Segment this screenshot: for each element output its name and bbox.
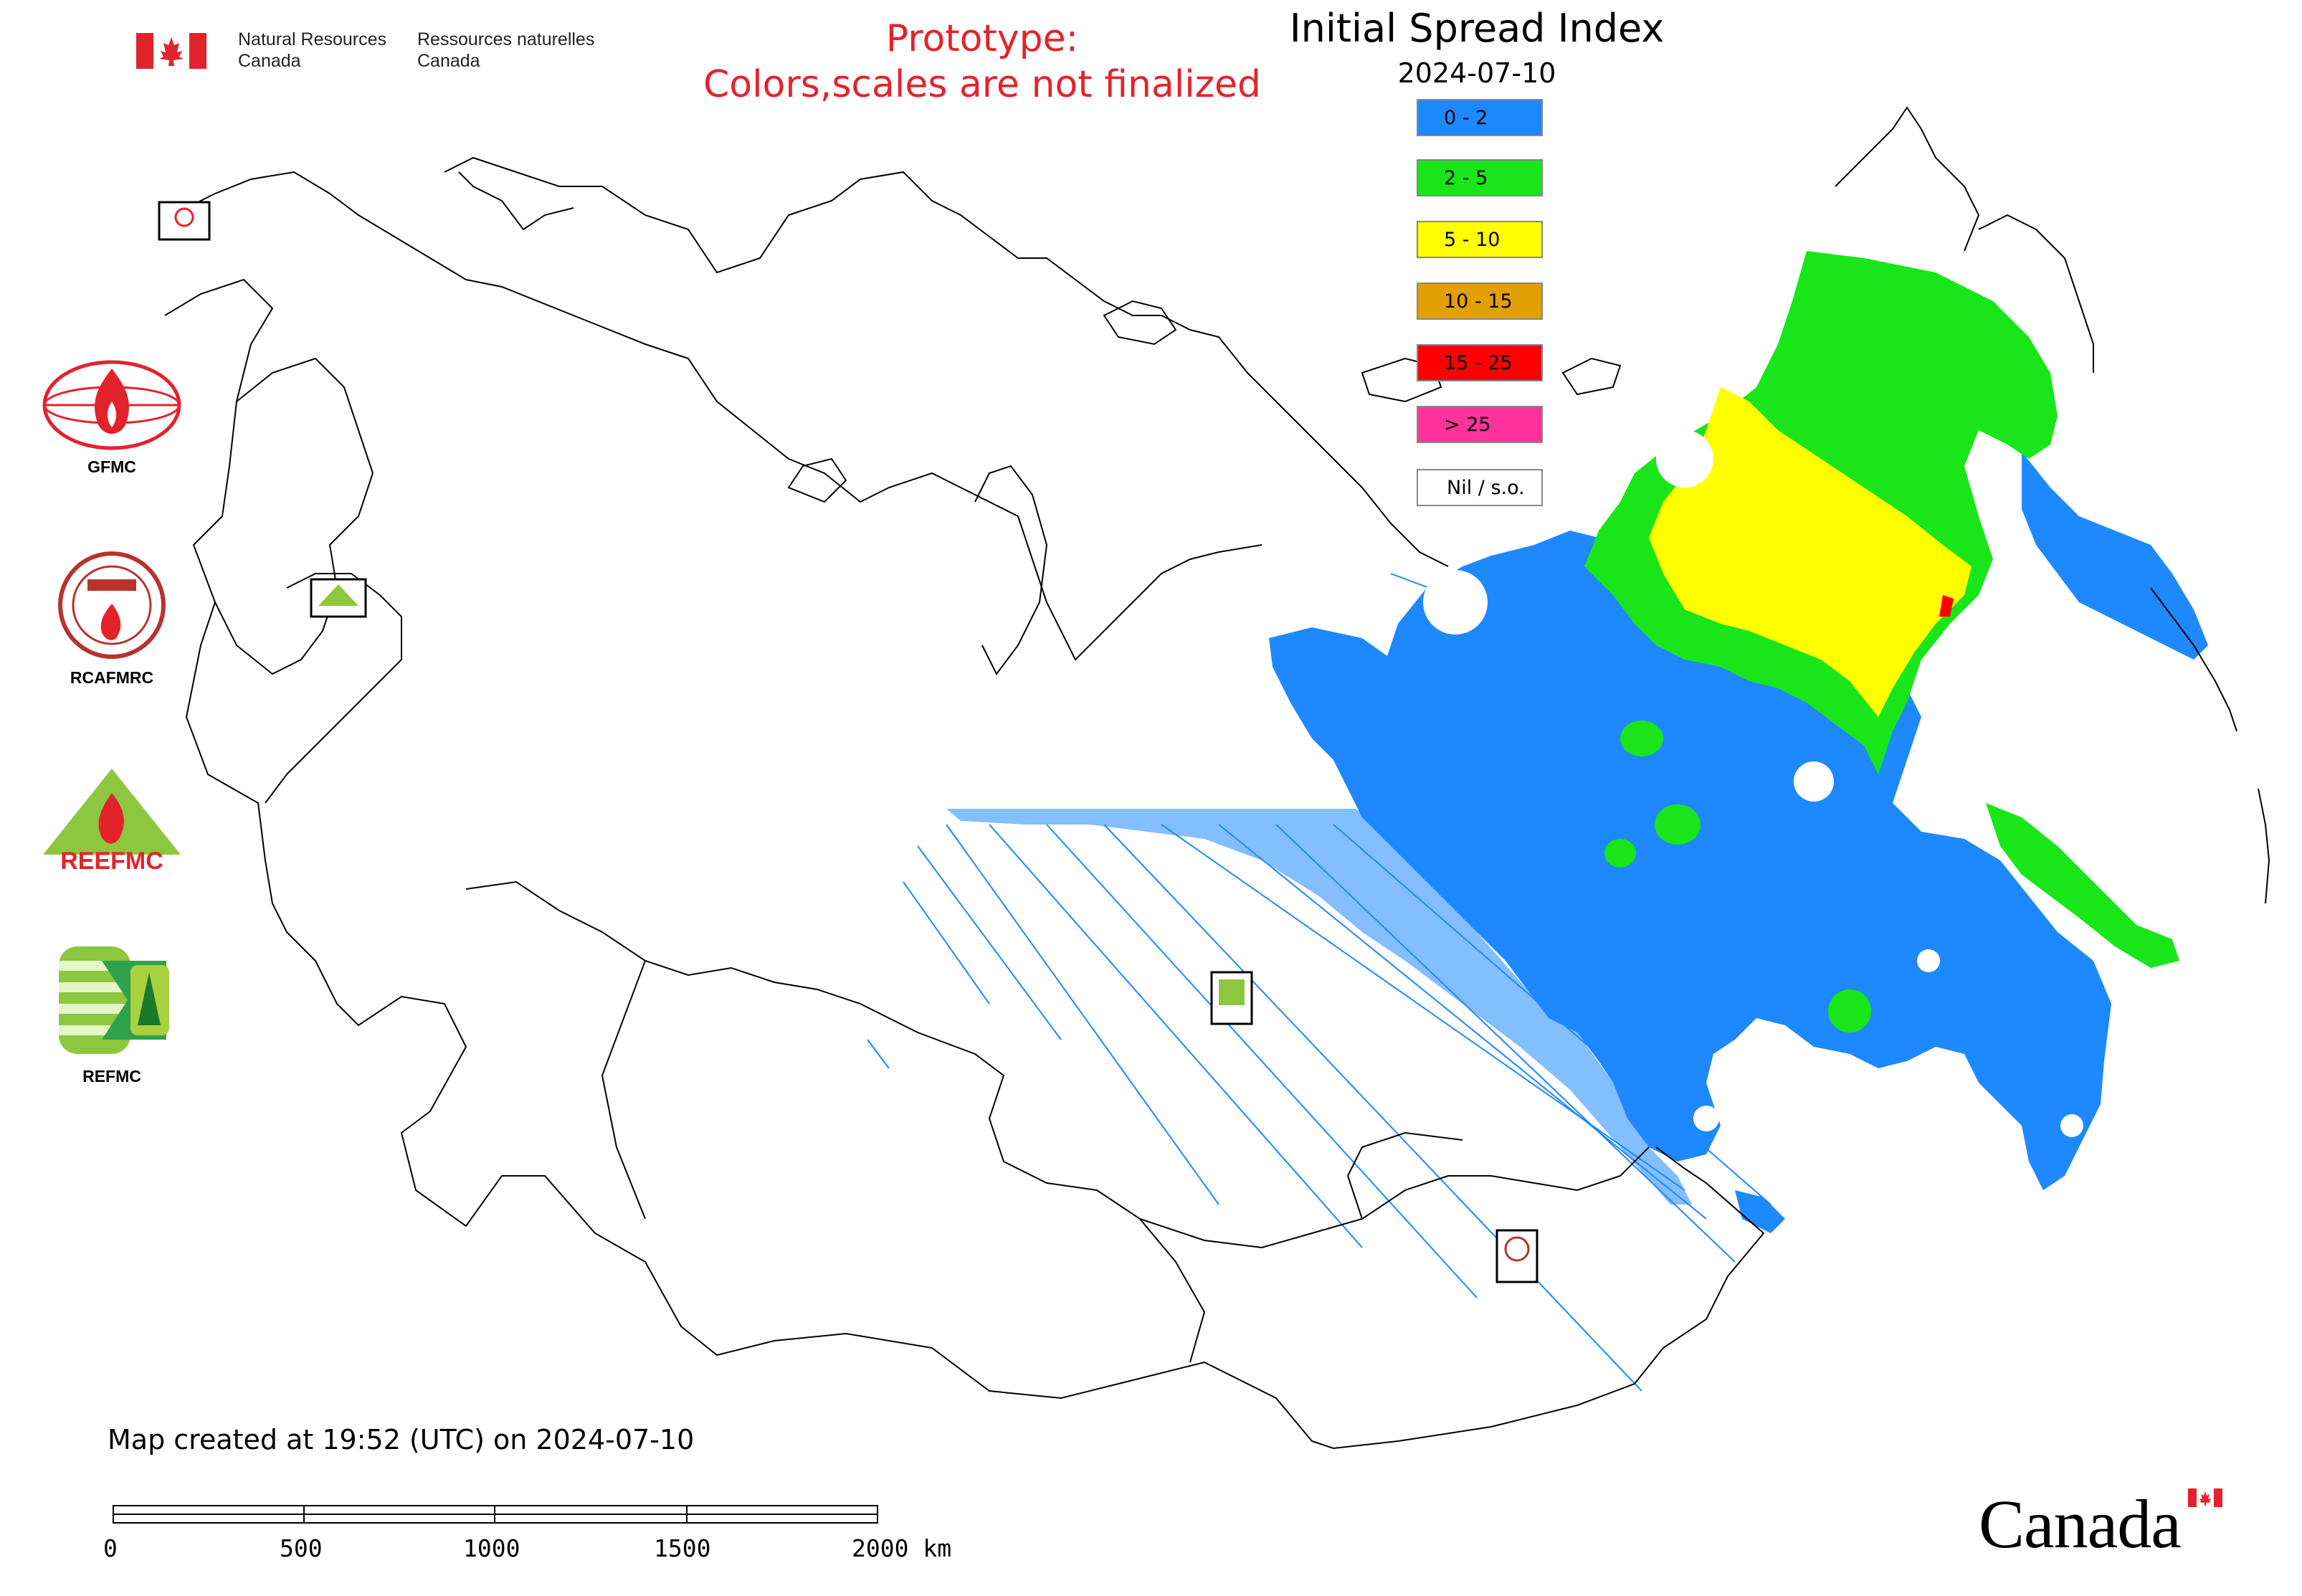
isi-patch-green (1655, 804, 1701, 845)
legend-label: Nil / s.o. (1447, 476, 1525, 499)
isi-area-peninsula (2022, 452, 2208, 660)
isi-patch-green (1620, 721, 1663, 756)
prototype-line1: Prototype: (885, 17, 1079, 60)
rcafmrc-logo: RCAFMRC (26, 548, 198, 691)
isi-patch-green (1828, 989, 1871, 1032)
nrcan-en-line1: Natural Resources (238, 29, 387, 49)
island-outline (787, 457, 847, 503)
isi-area-sakhalin (1735, 1190, 1785, 1233)
isi-nodata-hole (2060, 1114, 2083, 1137)
country-outline (214, 357, 374, 675)
legend-item-10-15: 10 - 15 (1417, 282, 1543, 320)
wordmark-flag-icon (2188, 1488, 2222, 1507)
gfmc-logo: GFMC (26, 358, 198, 480)
country-outline (601, 960, 646, 1220)
map-created-timestamp: Map created at 19:52 (UTC) on 2024-07-10 (108, 1424, 695, 1455)
isi-nodata-hole (1794, 761, 1834, 802)
gfmc-marker-icon (174, 207, 194, 227)
reefmc-marker-icon (318, 584, 358, 606)
country-outline (186, 171, 1262, 661)
legend-label: 5 - 10 (1444, 228, 1500, 251)
legend-label: 2 - 5 (1444, 166, 1488, 189)
island-outline (1561, 357, 1622, 396)
scale-bar-graphic (113, 1505, 878, 1524)
scale-label-500: 500 (280, 1534, 323, 1562)
legend-item-over-25: > 25 (1417, 406, 1543, 443)
island-outline (2150, 587, 2237, 732)
isi-nodata-hole (1917, 949, 1940, 972)
refmc-marker-icon (1219, 979, 1245, 1005)
coast-outline (444, 156, 1449, 567)
gfmc-label: GFMC (87, 457, 136, 476)
coast-outline (458, 171, 574, 231)
island-outline (1978, 214, 2094, 373)
prototype-notice: Prototype: Colors,scales are not finaliz… (660, 16, 1305, 108)
country-outline (1346, 1131, 1463, 1220)
country-outline (1139, 1218, 1206, 1363)
isi-area-extreme (1939, 595, 1954, 617)
legend-item-2-5: 2 - 5 (1417, 159, 1543, 196)
svg-text:REEFMC: REEFMC (60, 847, 163, 872)
country-outline (265, 573, 402, 804)
legend-item-nil: Nil / s.o. (1417, 469, 1543, 506)
nrcan-signature: Natural Resources Canada Ressources natu… (136, 29, 595, 79)
isi-area-high (1649, 387, 1972, 717)
isi-patch-green (1604, 839, 1636, 868)
canada-wordmark-text: Canada (1979, 1486, 2182, 1562)
legend-label: 0 - 2 (1444, 106, 1488, 129)
reefmc-emblem-icon: REEFMC (43, 769, 181, 872)
scale-bar (112, 1504, 879, 1526)
country-outline (164, 278, 1765, 1450)
scale-label-0: 0 (103, 1534, 118, 1562)
scale-label-2000: 2000 km (852, 1534, 952, 1562)
canada-wordmark: Canada (1979, 1484, 2237, 1570)
canada-flag-icon (136, 33, 206, 69)
rcafmrc-emblem-icon (58, 551, 166, 659)
legend-label: 10 - 15 (1444, 290, 1513, 313)
isi-nodata-hole (1693, 1106, 1719, 1131)
country-outline (465, 880, 1650, 1249)
island-outline (974, 465, 1048, 675)
rcafmrc-marker-icon (1504, 1236, 1530, 1262)
legend-label: > 25 (1444, 413, 1491, 436)
nrcan-fr-line2: Canada (417, 51, 480, 71)
map-markers (158, 201, 1538, 1283)
island-outline (2258, 788, 2270, 904)
rcafmrc-label: RCAFMRC (70, 668, 154, 687)
nrcan-fr-line1: Ressources naturelles (417, 29, 595, 49)
nrcan-en-line2: Canada (238, 51, 301, 71)
legend-date: 2024-07-10 (1397, 57, 1556, 89)
isi-nodata-hole (1656, 430, 1713, 488)
isi-nodata-hole (1423, 570, 1488, 635)
reefmc-logo: REEFMC (26, 764, 198, 879)
prototype-line2: Colors,scales are not finalized (703, 63, 1262, 106)
refmc-emblem-icon (59, 946, 169, 1054)
scale-label-1500: 1500 (654, 1534, 711, 1562)
legend-label: 15 - 25 (1444, 351, 1513, 374)
legend-item-0-2: 0 - 2 (1417, 99, 1543, 136)
legend-item-15-25: 15 - 25 (1417, 344, 1543, 381)
legend-title: Initial Spread Index (1289, 6, 1665, 51)
legend-item-5-10: 5 - 10 (1417, 221, 1543, 258)
isi-area-moderate-2 (1986, 803, 2179, 968)
isi-raster (867, 251, 2208, 1392)
gfmc-emblem-icon (42, 360, 181, 450)
island-outline (1103, 300, 1177, 346)
boundaries (164, 106, 2270, 1450)
refmc-logo: REFMC (26, 946, 198, 1090)
refmc-label: REFMC (82, 1067, 141, 1086)
scale-label-1000: 1000 (463, 1534, 520, 1562)
rcafmrc-marker (1495, 1229, 1538, 1283)
island-outline (1361, 357, 1442, 403)
island-outline (1835, 106, 1980, 252)
